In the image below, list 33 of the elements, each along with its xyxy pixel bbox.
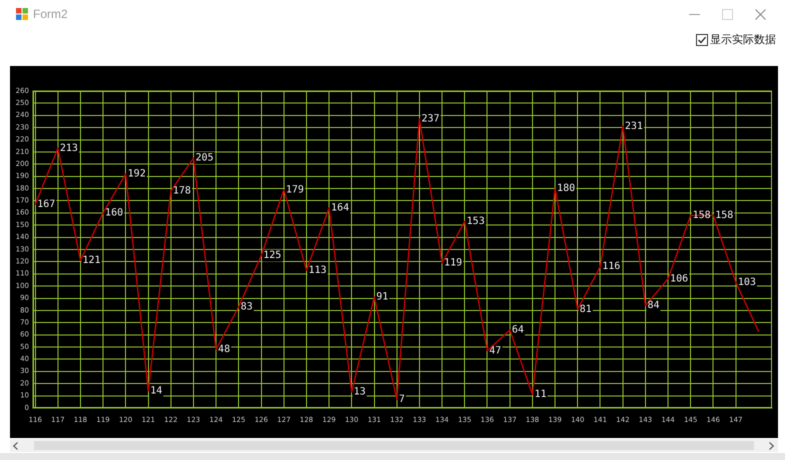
data-label: 205 bbox=[195, 152, 214, 164]
data-label: 213 bbox=[60, 142, 78, 154]
data-label: 125 bbox=[263, 250, 282, 262]
chart-title: Form2 bbox=[33, 6, 68, 22]
data-label: 179 bbox=[286, 184, 304, 196]
data-label: 13 bbox=[354, 386, 366, 398]
data-label: 158 bbox=[715, 210, 734, 221]
data-label: 167 bbox=[37, 198, 56, 210]
data-label: 91 bbox=[376, 292, 388, 303]
data-label: 47 bbox=[489, 345, 502, 356]
data-label: 192 bbox=[128, 168, 146, 180]
data-label: 121 bbox=[82, 255, 101, 266]
data-label: 81 bbox=[580, 304, 592, 315]
data-label: 7 bbox=[398, 394, 405, 406]
text: 显示实际数据 bbox=[710, 33, 776, 47]
data-label: 180 bbox=[557, 183, 576, 194]
data-label: 64 bbox=[512, 324, 524, 336]
data-label: 160 bbox=[105, 208, 124, 219]
data-label: 231 bbox=[624, 120, 643, 132]
data-label: 83 bbox=[240, 301, 253, 312]
data-label: 103 bbox=[738, 277, 756, 288]
data-label: 48 bbox=[218, 344, 230, 356]
data-label: 178 bbox=[172, 186, 191, 197]
data-label: 237 bbox=[421, 114, 440, 125]
data-label: 106 bbox=[670, 273, 688, 284]
data-label: 116 bbox=[602, 261, 620, 272]
data-label: 11 bbox=[534, 389, 546, 400]
data-label: 119 bbox=[444, 258, 462, 269]
data-label: 14 bbox=[150, 386, 162, 397]
data-label: 153 bbox=[466, 216, 485, 228]
data-label: 164 bbox=[331, 202, 350, 214]
data-label: 84 bbox=[647, 300, 660, 312]
data-label: 113 bbox=[308, 264, 327, 276]
